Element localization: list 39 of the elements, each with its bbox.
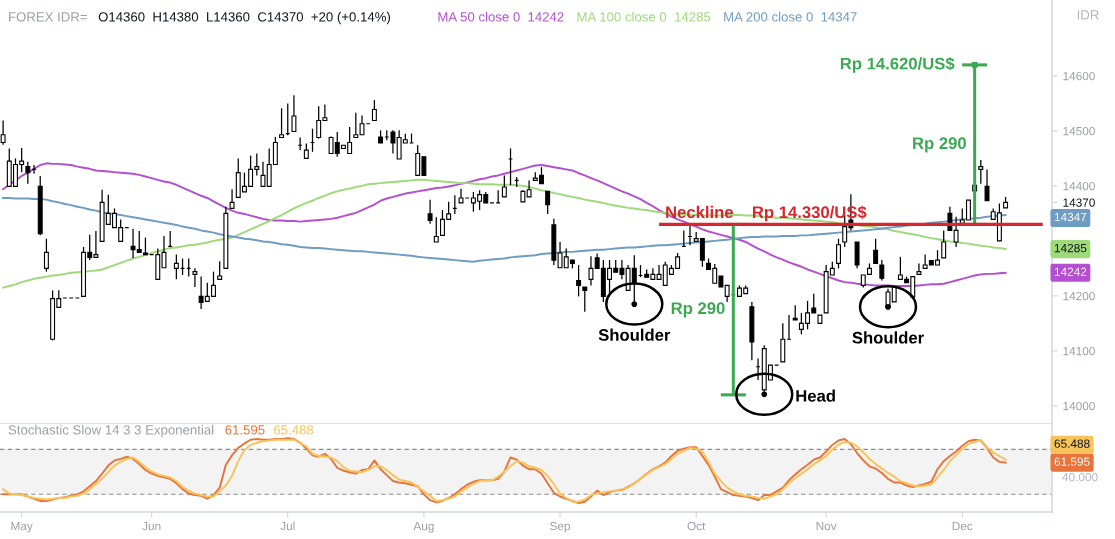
series-label: Shoulder: [598, 328, 671, 341]
x-tick-label: Jul: [280, 521, 295, 531]
x-tick-label: Jun: [142, 521, 161, 531]
y-tick-label: 14500: [1063, 126, 1095, 136]
series-label: Rp 290: [913, 137, 966, 153]
text: 40.000: [1062, 472, 1098, 482]
y-tick-label: 14200: [1063, 291, 1095, 301]
text: MA 100 close 0: [577, 11, 667, 22]
x-tick-label: Nov: [816, 521, 837, 531]
x-tick-label: Sep: [550, 521, 571, 533]
text: 14347: [1054, 212, 1087, 222]
data-label: Rp 14.620/US$: [840, 56, 955, 73]
y-tick-label: 14400: [1063, 181, 1095, 191]
text: O14360 H14380 L14360 C14370 +20 (+0.14%): [98, 11, 391, 25]
y-tick-label: 14100: [1063, 346, 1095, 356]
x-tick-label: Aug: [413, 521, 434, 533]
text: 14242: [1054, 267, 1087, 276]
series-label: Rp 290: [671, 302, 725, 318]
x-tick-label: Oct: [687, 521, 706, 531]
y-tick-label: 14000: [1063, 401, 1095, 411]
text: FOREX IDR=: [9, 12, 87, 22]
y-tick-label: 14600: [1063, 71, 1095, 81]
text: 14285: [1054, 243, 1087, 253]
annotation: 14285: [675, 12, 711, 22]
text: 61.595: [1054, 457, 1090, 466]
y-tick-label: 14370: [1063, 198, 1095, 207]
annotation: 14242: [528, 12, 564, 22]
text: MA 200 close 0: [724, 11, 813, 22]
series-label: Head: [796, 389, 835, 402]
x-tick-label: Dec: [952, 521, 973, 531]
x-tick-label: May: [11, 521, 33, 533]
text: 65.488: [1054, 439, 1090, 448]
text: 61.595: [225, 425, 265, 435]
annotation: 14347: [821, 12, 857, 22]
text: 65.488: [274, 425, 314, 435]
chart-title: Stochastic Slow 14 3 3 Exponential: [8, 424, 214, 438]
series-label: Shoulder: [852, 331, 924, 344]
text: IDR: [1077, 10, 1099, 20]
text: MA 50 close 0: [438, 11, 520, 22]
